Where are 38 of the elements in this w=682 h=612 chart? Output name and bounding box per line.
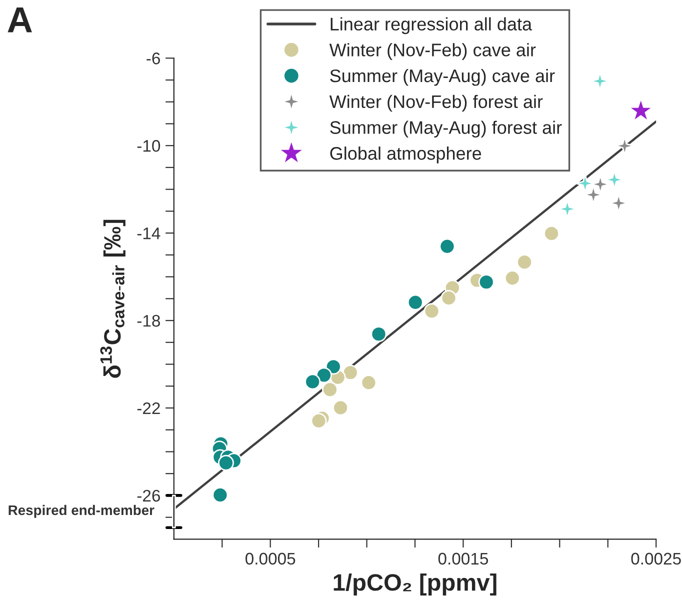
point [342, 364, 358, 381]
point [360, 374, 377, 391]
point [424, 303, 440, 320]
y-tick-label: -18 [137, 314, 160, 327]
y-tick-label: -26 [137, 490, 160, 502]
y-tick-label: -22 [137, 402, 160, 414]
point [310, 412, 327, 429]
annotation: Respired end-member [8, 504, 154, 518]
point [325, 358, 342, 375]
legend-label: Winter (Nov-Feb) forest air [329, 94, 543, 112]
y-tick-label: -10 [137, 140, 160, 152]
text: A [8, 7, 32, 32]
point [316, 367, 332, 384]
point [332, 400, 349, 416]
point [516, 254, 533, 270]
legend-label: Summer (May-Aug) cave air [330, 68, 555, 86]
point [218, 454, 234, 471]
point [407, 294, 424, 310]
point [544, 226, 560, 242]
y-tick-label: -14 [137, 228, 160, 240]
y-tick-label: -6 [146, 52, 160, 64]
point [212, 487, 228, 503]
y-axis-title: δ$^{13}$C$_{cave-air}$ [‰] [100, 220, 126, 378]
point [322, 382, 338, 398]
point [439, 238, 456, 254]
point [440, 290, 457, 306]
legend-label: Global atmosphere [330, 146, 482, 164]
point [478, 274, 494, 290]
x-tick-label: 0.0005 [246, 552, 296, 565]
x-axis-title: 1/pCO₂ [ppmv] [334, 573, 496, 596]
point [370, 326, 387, 342]
legend-label: Winter (Nov-Feb) cave air [329, 43, 536, 60]
x-tick-label: 0.0025 [631, 552, 681, 565]
legend-label: Linear regression all data [330, 17, 532, 34]
legend-label: Summer (May-Aug) forest air [330, 120, 562, 138]
point [304, 374, 321, 390]
point [504, 270, 520, 286]
x-tick-label: 0.0015 [438, 552, 488, 565]
